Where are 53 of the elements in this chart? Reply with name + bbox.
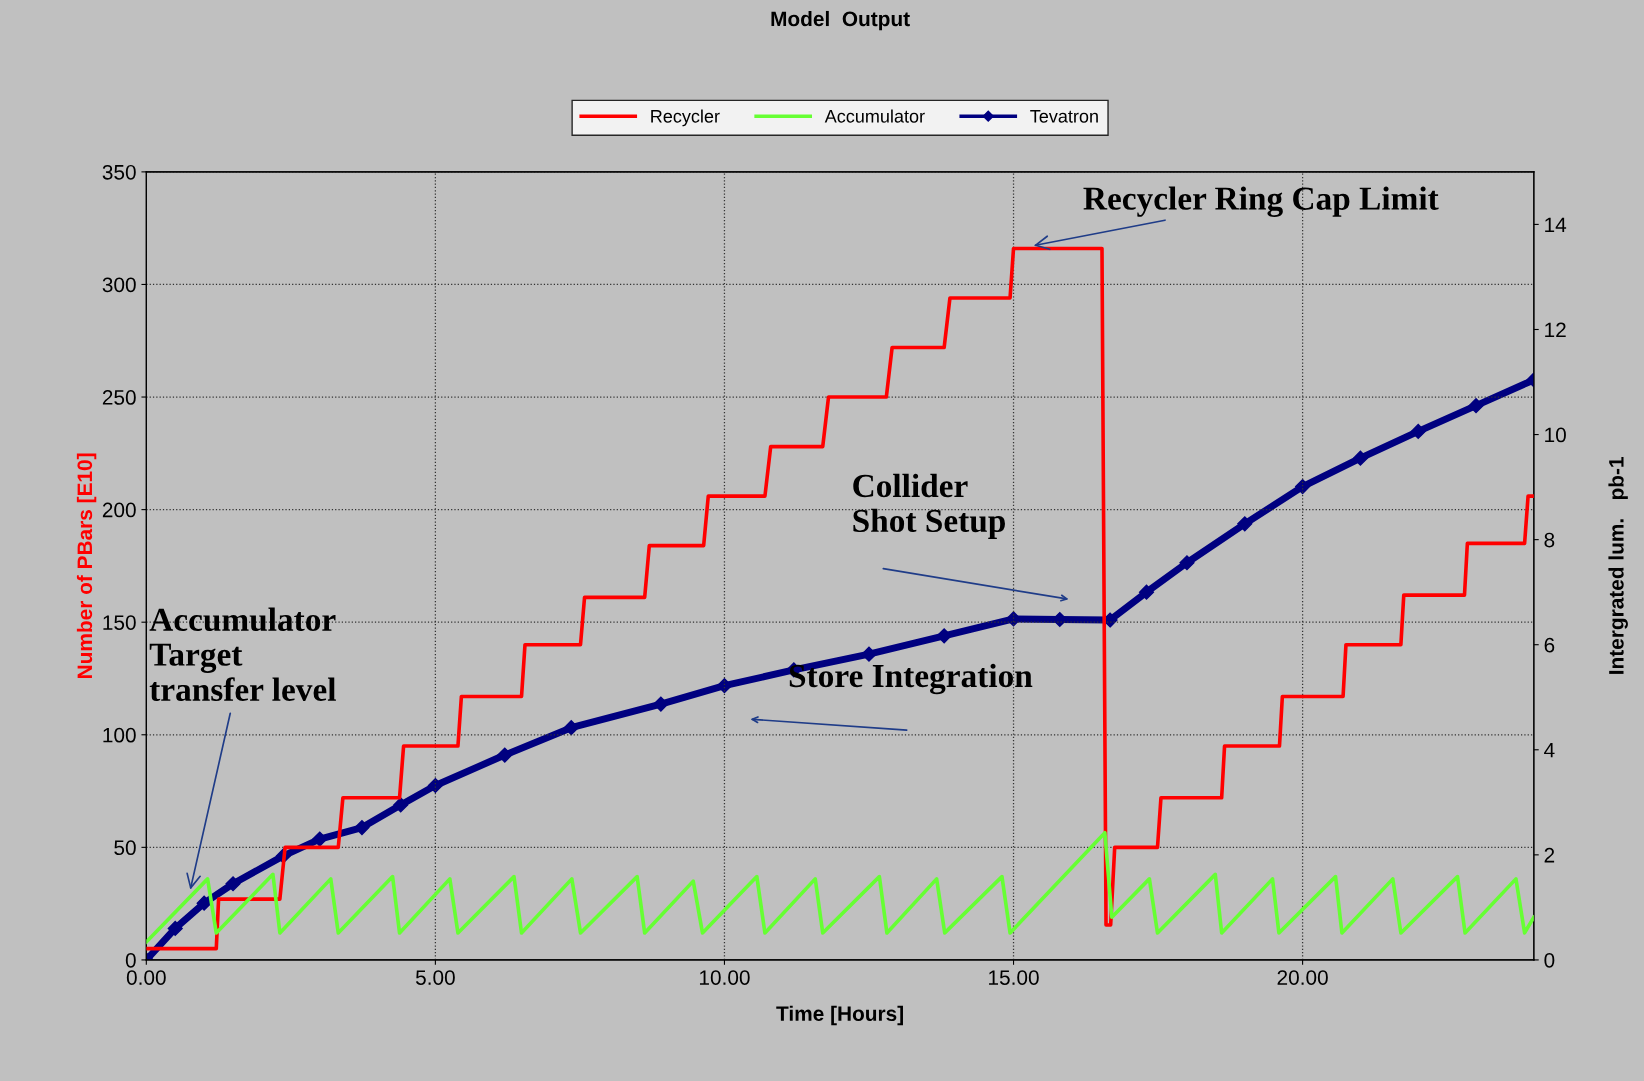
y-tick-label: 50 xyxy=(114,840,136,856)
y2-axis-title: Intergrated lum. pb-1 xyxy=(1608,457,1628,674)
chart-title: Model Output xyxy=(771,10,910,31)
y-tick-label: 350 xyxy=(102,164,136,180)
annotation: Collider Shot Setup xyxy=(853,473,1005,539)
annotation: Accumulator Target transfer level xyxy=(149,607,336,701)
annotation: Recycler Ring Cap Limit xyxy=(1083,186,1439,217)
y2-tick-label: 12 xyxy=(1545,322,1566,338)
x-tick-label: 15.00 xyxy=(989,970,1039,985)
y2-tick-label: 14 xyxy=(1545,217,1567,232)
legend-label: Tevatron xyxy=(1030,110,1098,123)
point xyxy=(196,895,212,911)
point xyxy=(563,720,579,736)
y-tick-label: 100 xyxy=(103,727,136,743)
point xyxy=(225,876,241,892)
x-tick-label: 0.00 xyxy=(126,970,166,985)
line-series xyxy=(146,246,1534,951)
point xyxy=(653,696,669,712)
y-tick-label: 200 xyxy=(102,502,136,518)
y2-tick-label: 4 xyxy=(1544,743,1555,758)
y2-tick-label: 2 xyxy=(1544,847,1555,863)
annotation: Store Integration xyxy=(789,663,1033,695)
point xyxy=(1352,450,1368,466)
point xyxy=(1295,479,1311,495)
point xyxy=(393,797,409,813)
y2-tick-label: 10 xyxy=(1545,427,1566,443)
y-tick-label: 300 xyxy=(102,277,136,293)
point xyxy=(1410,423,1426,439)
point xyxy=(167,920,183,936)
line-series xyxy=(146,830,1534,944)
y-tick-label: 0 xyxy=(125,952,136,968)
legend-label: Recycler xyxy=(651,109,720,127)
x-tick-label: 10.00 xyxy=(699,970,750,985)
x-axis-title: Time [Hours] xyxy=(776,1005,903,1026)
point xyxy=(861,646,877,662)
point xyxy=(354,819,370,836)
point xyxy=(1179,555,1195,571)
y-axis-title: Number of PBars [E10] xyxy=(76,453,97,678)
point xyxy=(312,831,328,847)
y2-tick-label: 0 xyxy=(1544,952,1555,968)
x-tick-label: 5.00 xyxy=(415,970,455,985)
x-tick-label: 20.00 xyxy=(1277,970,1328,985)
point xyxy=(716,678,733,694)
legend-label: Accumulator xyxy=(824,109,925,123)
point xyxy=(1468,398,1484,414)
y2-tick-label: 8 xyxy=(1544,532,1555,548)
point xyxy=(497,747,513,763)
point xyxy=(1138,584,1155,600)
y-tick-label: 150 xyxy=(103,615,136,630)
y2-tick-label: 6 xyxy=(1544,637,1555,653)
point xyxy=(1237,516,1253,532)
point xyxy=(936,628,952,644)
y-tick-label: 250 xyxy=(102,390,136,405)
